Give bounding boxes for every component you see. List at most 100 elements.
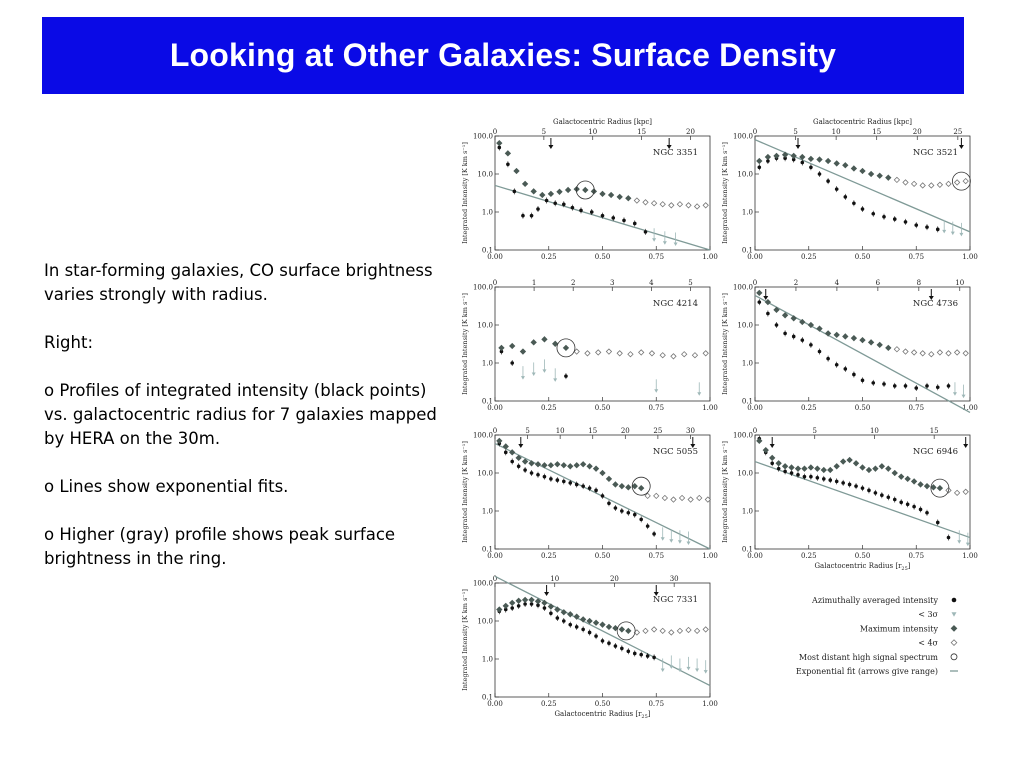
avg-point (914, 386, 919, 390)
avg-point (549, 611, 553, 616)
avg-point (935, 227, 940, 232)
paragraph-gray-profile: o Higher (gray) profile shows peak surfa… (44, 525, 396, 568)
max-point (579, 616, 587, 623)
max-point (560, 462, 567, 469)
max-point (554, 461, 561, 468)
max-point (762, 446, 769, 454)
y-tick-label: 100.0 (733, 133, 753, 141)
upper-limit-4sigma (670, 496, 677, 503)
upper-limit-3sigma (677, 668, 682, 672)
avg-point (581, 627, 585, 632)
avg-point (867, 488, 871, 493)
max-point (846, 456, 853, 464)
upper-limit-4sigma (633, 197, 641, 204)
avg-point (757, 165, 762, 170)
max-point (607, 191, 615, 199)
y-axis-label: Integrated Intensity [K km s⁻¹] (721, 441, 729, 543)
avg-point (882, 382, 886, 386)
x-tick-label: 0.25 (541, 253, 557, 261)
max-point (756, 437, 763, 445)
avg-point (506, 162, 510, 167)
avg-point (587, 486, 592, 490)
kpc-tick-label: 5 (525, 427, 529, 435)
avg-point (613, 644, 618, 648)
upper-limit-3sigma (662, 241, 667, 245)
avg-point (783, 156, 787, 161)
x-tick-label: 0.00 (487, 700, 503, 708)
max-point (839, 458, 847, 465)
x-tick-label: 0.00 (487, 253, 503, 261)
slide-title: Looking at Other Galaxies: Surface Densi… (169, 37, 837, 73)
avg-point (766, 159, 770, 163)
upper-limit-4sigma (659, 627, 666, 635)
legend-label: Exponential fit (arrows give range) (796, 667, 938, 676)
avg-point (852, 372, 856, 377)
max-point (801, 465, 808, 472)
kpc-tick-label: 30 (686, 427, 695, 435)
max-point (824, 330, 832, 337)
top-axis-label: Galactocentric Radius [kpc] (813, 118, 912, 126)
kpc-tick-label: 0 (753, 279, 757, 287)
upper-limit-4sigma (945, 350, 952, 357)
avg-point (809, 343, 813, 347)
avg-point (886, 495, 891, 500)
upper-limit-4sigma (668, 629, 675, 636)
distant-spectrum-circle (930, 478, 950, 498)
max-point (504, 150, 512, 157)
paragraph-right: Right: (44, 333, 94, 352)
upper-limit-4sigma (962, 488, 969, 495)
top-axis-label: Galactocentric Radius [kpc] (553, 118, 652, 126)
avg-point (600, 213, 605, 218)
kpc-tick-label: 0 (753, 128, 757, 136)
bottom-axis-bracket: ] (908, 562, 911, 570)
max-point (605, 623, 613, 631)
avg-point (871, 211, 876, 216)
upper-limit-4sigma (693, 203, 701, 210)
avg-point (757, 300, 762, 304)
avg-point (581, 484, 585, 488)
max-point (891, 469, 898, 477)
upper-limit-4sigma (893, 176, 901, 184)
max-point (788, 464, 795, 471)
galaxy-name: NGC 3521 (913, 148, 958, 158)
x-tick-label: 0.25 (541, 404, 557, 412)
max-point (824, 157, 832, 165)
max-point (547, 603, 555, 610)
kpc-tick-label: 4 (835, 279, 840, 287)
x-tick-label: 0.50 (855, 404, 871, 412)
avg-point (935, 385, 940, 390)
upper-limit-4sigma (605, 348, 613, 355)
upper-limit-3sigma (703, 670, 708, 674)
y-axis-label: Integrated Intensity [K km s⁻¹] (461, 441, 469, 543)
avg-point (620, 509, 624, 513)
range-arrow-head (544, 592, 550, 596)
y-axis-label: Integrated Intensity [K km s⁻¹] (461, 142, 469, 244)
kpc-tick-label: 2 (571, 279, 575, 287)
max-point (842, 162, 849, 169)
upper-limit-4sigma (893, 346, 901, 353)
max-point (781, 312, 789, 319)
avg-point (574, 625, 579, 629)
max-point (573, 462, 580, 469)
max-point (790, 315, 797, 322)
x-tick-label: 0.00 (487, 404, 503, 412)
legend-label: Most distant high signal spectrum (799, 653, 939, 662)
y-tick-label: 1.0 (482, 508, 493, 516)
y-tick-label: 0.1 (482, 398, 493, 406)
max-point (541, 336, 548, 343)
max-point (816, 156, 823, 163)
y-tick-label: 100.0 (473, 284, 493, 292)
avg-point (899, 500, 903, 505)
range-arrow-head (518, 444, 524, 448)
max-point (528, 596, 535, 604)
legend: Azimuthally averaged intensity < 3σ Maximu… (796, 596, 958, 676)
avg-point (912, 504, 916, 509)
max-point (579, 461, 587, 468)
max-point (898, 473, 905, 480)
max-point (496, 606, 503, 613)
avg-point (905, 502, 910, 507)
avg-point (510, 606, 514, 610)
max-point (930, 484, 937, 491)
kpc-tick-label: 20 (621, 427, 630, 435)
x-tick-label: 0.25 (541, 552, 557, 560)
